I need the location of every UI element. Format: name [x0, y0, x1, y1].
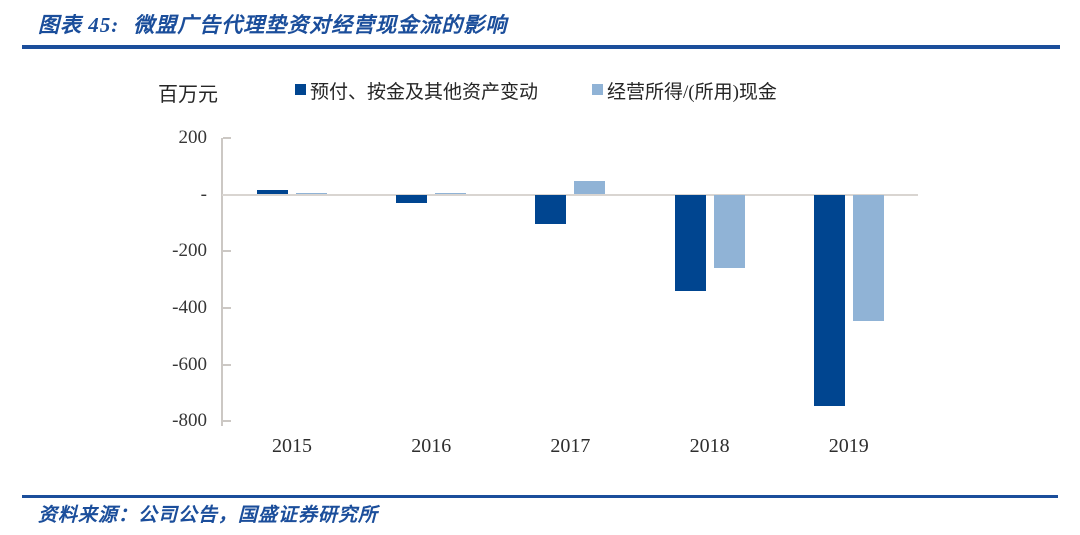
- bar-2018-s1: [713, 194, 745, 269]
- legend-swatch-light-icon: [592, 84, 603, 95]
- x-tick-label: 2019: [828, 435, 869, 457]
- x-tick-label: 2018: [689, 435, 730, 457]
- bar-2016-s0: [396, 194, 428, 203]
- y-tick-mark: [223, 306, 231, 309]
- figure-title: 微盟广告代理垫资对经营现金流的影响: [133, 13, 508, 37]
- y-tick-label: -200: [172, 240, 207, 262]
- x-tick-label: 2015: [272, 435, 312, 457]
- bar-2018-s0: [674, 194, 706, 291]
- bar-2019-s1: [852, 194, 884, 322]
- legend-label: 经营所得/(所用)现金: [607, 82, 777, 103]
- y-tick-mark: [223, 363, 231, 366]
- y-axis-unit-label: 百万元: [158, 84, 218, 106]
- legend-label: 预付、按金及其他资产变动: [310, 82, 539, 103]
- figure-header: 图表 45: 微盟广告代理垫资对经营现金流的影响: [38, 9, 507, 39]
- x-tick-label: 2016: [411, 435, 452, 457]
- header-divider-rule: [22, 45, 1060, 49]
- x-tick-label: 2017: [550, 435, 591, 457]
- zero-baseline: [222, 193, 918, 196]
- bar-2015-s0: [257, 190, 288, 195]
- y-axis-line: [221, 137, 223, 427]
- y-tick-label: -: [200, 183, 207, 205]
- y-tick-label: -600: [172, 353, 207, 375]
- bar-2017-s0: [535, 194, 567, 225]
- y-tick-label: -800: [172, 410, 207, 432]
- bar-2019-s0: [813, 194, 845, 406]
- y-tick-label: -400: [172, 296, 207, 318]
- chart-legend: 预付、按金及其他资产变动 经营所得/(所用)现金: [0, 76, 1080, 103]
- y-tick-mark: [223, 420, 231, 423]
- bar-2017-s1: [574, 181, 606, 195]
- bar-2015-s1: [296, 193, 327, 195]
- y-tick-mark: [223, 136, 231, 139]
- source-note: 资料来源：公司公告，国盛证券研究所: [38, 505, 379, 526]
- y-tick-mark: [223, 250, 231, 253]
- legend-swatch-dark-icon: [295, 84, 306, 95]
- footer-divider-rule: [22, 495, 1058, 498]
- figure-number-label: 图表 45:: [38, 13, 120, 37]
- y-tick-label: 200: [178, 126, 208, 148]
- bar-2016-s1: [435, 192, 467, 195]
